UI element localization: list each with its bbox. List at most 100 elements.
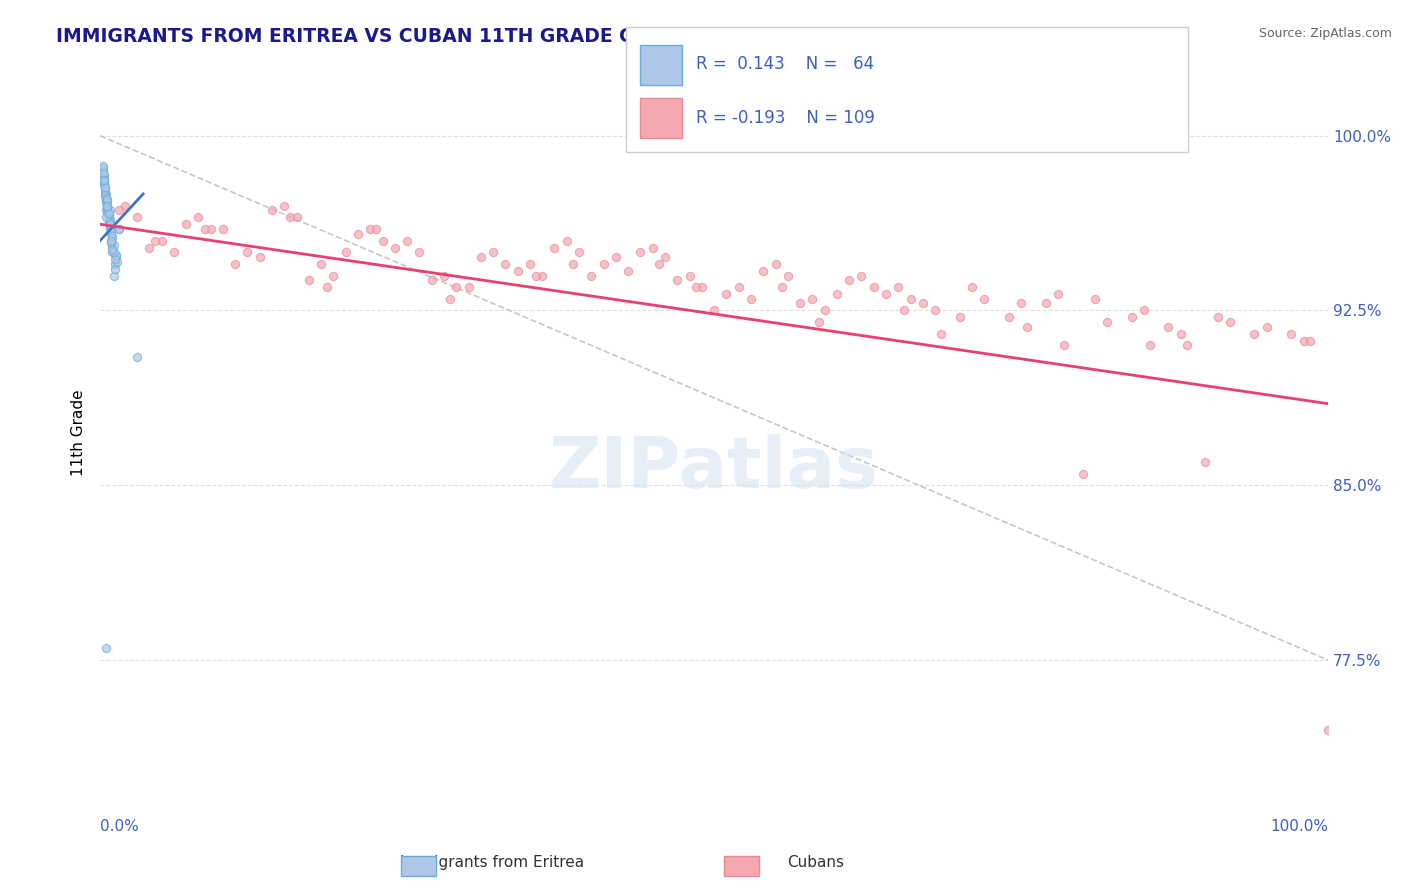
Point: [641, 241, 664, 255]
Point: [561, 257, 583, 271]
Point: [163, 245, 186, 260]
Point: [1017, 319, 1039, 334]
Point: [648, 257, 671, 271]
Point: [911, 296, 934, 310]
Point: [104, 252, 127, 267]
Point: [924, 303, 946, 318]
Point: [1292, 334, 1315, 348]
Point: [224, 257, 246, 271]
Point: [408, 245, 430, 260]
Point: [482, 245, 505, 260]
Point: [97, 208, 120, 222]
Point: [97, 215, 120, 229]
Point: [666, 273, 689, 287]
Point: [145, 234, 167, 248]
Point: [101, 241, 124, 255]
Point: [96, 194, 118, 208]
Point: [960, 280, 983, 294]
Point: [273, 199, 295, 213]
Point: [93, 173, 115, 187]
Point: [107, 222, 129, 236]
Point: [187, 211, 209, 225]
Point: [96, 192, 118, 206]
Point: [104, 261, 127, 276]
Point: [1157, 319, 1180, 334]
Point: [555, 234, 578, 248]
Point: [97, 217, 120, 231]
Point: [98, 212, 121, 227]
Point: [101, 228, 124, 243]
Point: [949, 310, 972, 325]
Point: [100, 227, 122, 241]
Point: [727, 280, 749, 294]
Point: [703, 303, 725, 318]
Point: [103, 268, 125, 283]
Point: [91, 161, 114, 176]
Point: [94, 180, 117, 194]
Point: [685, 280, 707, 294]
Point: [107, 222, 129, 236]
Text: R = -0.193    N = 109: R = -0.193 N = 109: [696, 109, 875, 127]
Point: [94, 180, 117, 194]
Point: [893, 303, 915, 318]
Point: [568, 245, 591, 260]
Point: [98, 215, 121, 229]
Point: [605, 250, 627, 264]
Point: [420, 273, 443, 287]
Point: [93, 175, 115, 189]
Point: [96, 192, 118, 206]
Point: [96, 196, 118, 211]
Point: [98, 219, 121, 234]
Point: [1035, 296, 1057, 310]
Text: IMMIGRANTS FROM ERITREA VS CUBAN 11TH GRADE CORRELATION CHART: IMMIGRANTS FROM ERITREA VS CUBAN 11TH GR…: [56, 27, 844, 45]
Point: [96, 203, 118, 218]
Point: [807, 315, 830, 329]
Point: [96, 211, 118, 225]
Point: [193, 222, 215, 236]
Point: [93, 175, 115, 189]
Point: [1243, 326, 1265, 341]
Point: [1219, 315, 1241, 329]
Point: [470, 250, 492, 264]
Point: [100, 234, 122, 248]
Point: [592, 257, 614, 271]
Point: [107, 203, 129, 218]
Point: [125, 211, 148, 225]
Point: [101, 243, 124, 257]
Point: [150, 234, 173, 248]
Point: [103, 238, 125, 252]
Text: 0.0%: 0.0%: [100, 819, 139, 834]
Point: [98, 203, 121, 218]
Point: [887, 280, 910, 294]
Point: [98, 217, 121, 231]
Point: [765, 257, 787, 271]
Point: [770, 280, 793, 294]
Point: [97, 211, 120, 225]
Point: [1279, 326, 1302, 341]
Point: [1299, 334, 1322, 348]
Point: [280, 211, 302, 225]
Point: [446, 280, 468, 294]
Point: [91, 166, 114, 180]
Point: [630, 245, 652, 260]
Point: [457, 280, 479, 294]
Point: [1046, 287, 1069, 301]
Point: [298, 273, 321, 287]
Point: [1194, 455, 1216, 469]
Point: [260, 203, 283, 218]
Text: Immigrants from Eritrea: Immigrants from Eritrea: [401, 855, 583, 870]
Point: [100, 235, 122, 250]
Point: [929, 326, 952, 341]
Point: [174, 217, 197, 231]
Point: [814, 303, 837, 318]
Point: [433, 268, 456, 283]
Point: [200, 222, 222, 236]
Point: [1053, 338, 1076, 352]
Point: [617, 264, 640, 278]
Point: [94, 189, 117, 203]
Point: [138, 241, 160, 255]
Point: [838, 273, 860, 287]
Point: [1206, 310, 1229, 325]
Point: [789, 296, 811, 310]
Point: [236, 245, 259, 260]
